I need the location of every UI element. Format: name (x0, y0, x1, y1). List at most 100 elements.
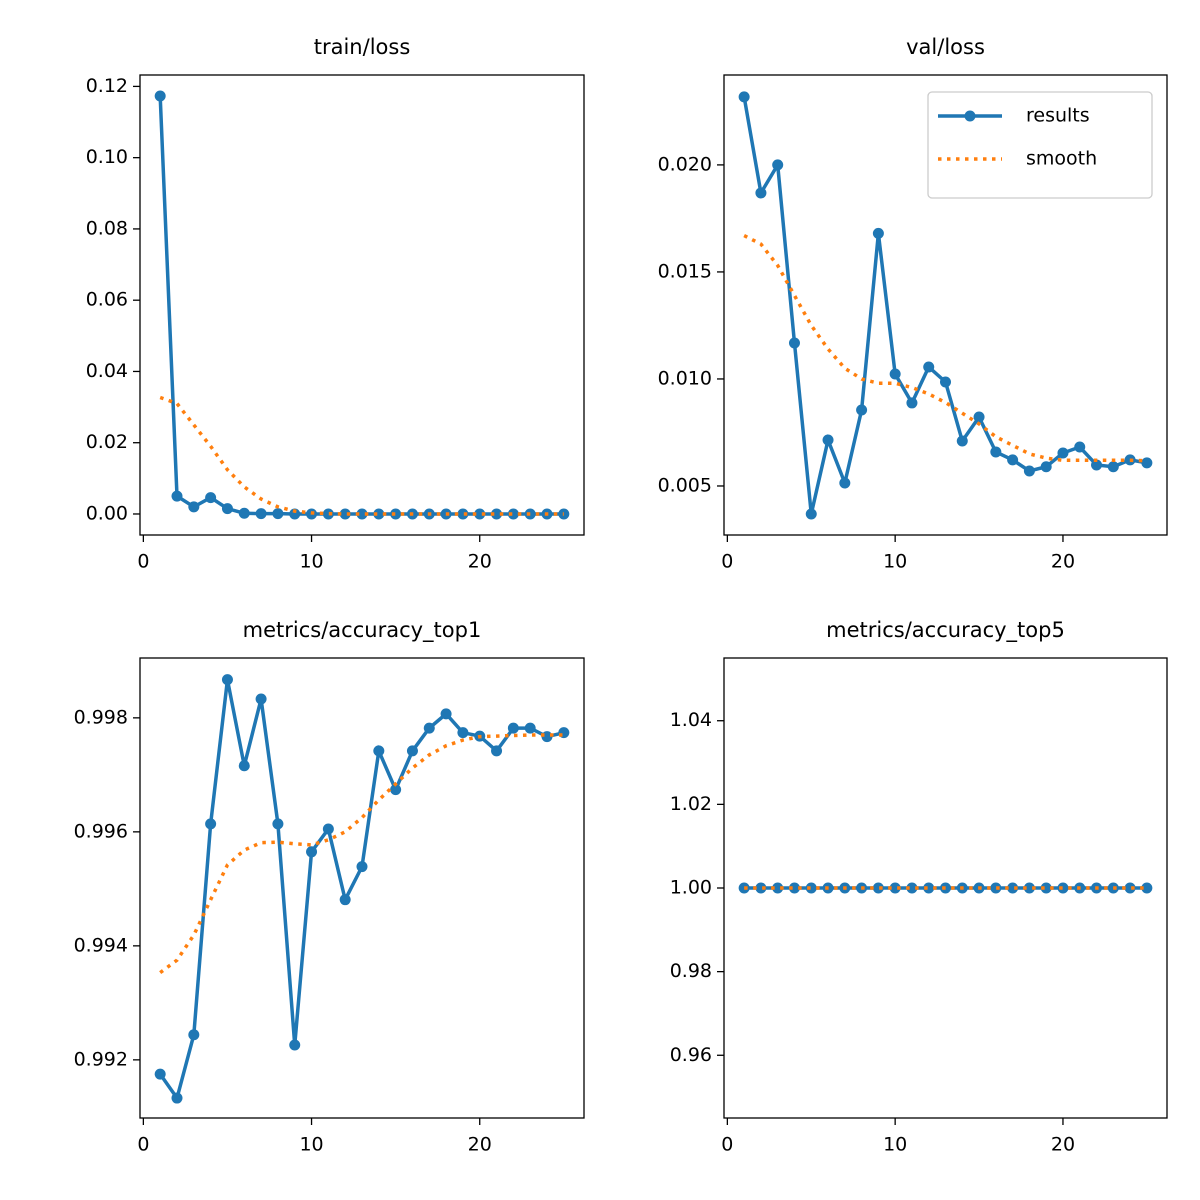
data-point (272, 508, 284, 520)
data-point (973, 411, 985, 423)
y-tick-label: 1.04 (670, 709, 712, 731)
data-point (221, 674, 233, 686)
data-point (272, 818, 284, 830)
data-point (1040, 461, 1052, 473)
x-tick-label: 0 (137, 1134, 149, 1156)
y-tick-label: 1.00 (670, 877, 712, 899)
y-tick-label: 0.005 (658, 474, 712, 496)
y-tick-label: 0.015 (658, 260, 712, 282)
y-tick-label: 0.020 (658, 153, 712, 175)
data-point (923, 882, 935, 894)
data-point (322, 823, 334, 835)
data-point (839, 477, 851, 489)
data-point (406, 745, 418, 757)
data-point (1023, 882, 1035, 894)
data-point (738, 91, 750, 103)
y-tick-label: 0.98 (670, 960, 712, 982)
data-point (1124, 882, 1136, 894)
data-point (289, 508, 301, 520)
legend-box (927, 91, 1153, 199)
data-point (339, 894, 351, 906)
data-point (356, 508, 368, 520)
x-tick-label: 20 (468, 1134, 492, 1156)
data-point (423, 722, 435, 734)
data-point (940, 376, 951, 388)
data-point (238, 507, 250, 519)
data-point (1007, 882, 1019, 894)
chart-title: metrics/accuracy_top1 (243, 618, 482, 643)
data-point (889, 368, 901, 380)
data-point (956, 435, 968, 447)
data-point (188, 1029, 200, 1041)
data-point (524, 722, 536, 734)
data-point (990, 882, 1002, 894)
data-point (906, 882, 918, 894)
data-point (390, 784, 402, 796)
chart-title: train/loss (314, 35, 411, 59)
x-tick-label: 0 (721, 551, 733, 573)
y-tick-label: 0.04 (86, 360, 128, 382)
data-point (154, 1068, 166, 1080)
chart-title: val/loss (906, 35, 985, 59)
y-tick-label: 0.96 (670, 1044, 712, 1066)
data-point (390, 508, 402, 520)
data-point (1141, 457, 1153, 469)
data-point (990, 446, 1002, 458)
x-tick-label: 0 (137, 551, 149, 573)
data-point (788, 882, 800, 894)
axes-frame (723, 657, 1168, 1119)
axes-frame (139, 74, 585, 536)
data-point (373, 508, 385, 520)
data-point (440, 708, 452, 720)
x-tick-label: 10 (883, 551, 907, 573)
x-tick-label: 10 (299, 551, 323, 573)
data-point (339, 508, 351, 520)
series-line (743, 233, 1147, 463)
data-point (1040, 882, 1052, 894)
data-point (306, 846, 318, 858)
data-point (755, 187, 767, 199)
y-tick-label: 0.12 (86, 75, 128, 97)
x-tick-label: 20 (1051, 551, 1075, 573)
x-tick-label: 20 (468, 551, 492, 573)
data-point (491, 508, 503, 520)
data-point (1091, 459, 1103, 471)
data-point (1057, 447, 1069, 459)
axes-frame (139, 657, 585, 1119)
x-tick-label: 10 (883, 1134, 907, 1156)
data-point (755, 882, 767, 894)
y-tick-label: 0.06 (86, 289, 128, 311)
data-point (171, 1092, 183, 1104)
y-tick-label: 1.02 (670, 793, 712, 815)
y-tick-label: 0.02 (86, 431, 128, 453)
data-point (822, 434, 834, 446)
data-point (805, 882, 817, 894)
data-point (356, 861, 368, 873)
data-point (474, 508, 486, 520)
axes-frame (723, 74, 1168, 536)
series-line (159, 733, 564, 975)
data-point (289, 1039, 301, 1051)
data-point (205, 818, 217, 830)
x-tick-label: 20 (1051, 1134, 1075, 1156)
y-tick-label: 0.08 (86, 217, 128, 239)
legend-marker (964, 110, 976, 122)
chart-title: metrics/accuracy_top5 (826, 618, 1065, 643)
x-tick-label: 0 (721, 1134, 733, 1156)
y-tick-label: 0.996 (74, 820, 128, 842)
data-point (238, 760, 250, 772)
data-point (171, 490, 183, 502)
data-point (154, 90, 166, 102)
data-point (872, 227, 884, 239)
data-point (1141, 882, 1153, 894)
y-tick-label: 0.998 (74, 706, 128, 728)
data-point (788, 337, 800, 349)
y-tick-label: 0.10 (86, 146, 128, 168)
data-point (1107, 461, 1119, 473)
data-point (906, 397, 918, 409)
data-point (221, 503, 233, 515)
series-line (159, 395, 564, 516)
data-point (491, 745, 503, 757)
y-tick-label: 0.00 (86, 502, 128, 524)
